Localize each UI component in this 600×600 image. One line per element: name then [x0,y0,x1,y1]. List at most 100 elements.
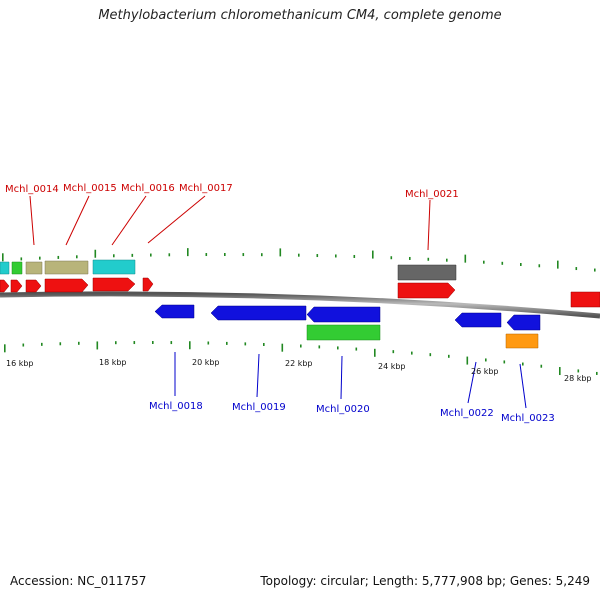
gene-blue-0020a[interactable] [306,306,381,323]
tick-bottom [355,347,358,351]
gene-red-3[interactable] [44,278,89,293]
tick-top [575,267,578,271]
tick-bottom [207,341,210,345]
tick-top [150,253,152,257]
gene-label-mchl-0015[interactable]: Mchl_0015 [63,183,117,194]
gene-mchl-0022[interactable] [454,312,502,328]
tick-bottom [503,360,506,364]
gene-label-mchl-0014[interactable]: Mchl_0014 [5,184,59,195]
tick-top [538,264,541,268]
tick-bottom [41,342,43,346]
tick-bottom [115,341,117,345]
tick-marks [2,248,598,376]
gene-red-2[interactable] [25,279,42,293]
tick-top [2,253,4,262]
scale-label-26kbp: 26 kbp [471,367,499,376]
gene-red-1[interactable] [10,279,23,293]
gene-label-mchl-0020[interactable]: Mchl_0020 [316,404,370,415]
tick-bottom [540,364,543,368]
tick-bottom [448,354,450,358]
tick-top [464,254,467,263]
gene-mchl-0023[interactable] [505,333,539,349]
gene-mchl-0015[interactable] [44,260,89,275]
map-title: Methylobacterium chloromethanicum CM4, c… [98,8,502,23]
gene-mchl-0019[interactable] [210,305,307,321]
gene-mchl-0020[interactable] [306,324,381,341]
gene-mchl-0021[interactable] [397,264,457,281]
label-leaders [29,195,527,409]
tick-bottom [596,371,598,375]
tick-bottom [263,342,265,346]
tick-top [409,256,411,260]
tick-bottom [59,342,62,346]
tick-top [372,250,374,259]
tick-bottom [189,341,191,350]
tick-bottom [78,341,80,345]
tick-top [335,254,337,258]
tick-top [279,248,282,257]
accession-text: Accession: NC_011757 [10,574,147,588]
tick-bottom [577,369,580,373]
gene-red-5[interactable] [397,282,456,299]
scale-label-24kbp: 24 kbp [378,362,406,371]
gene-label-mchl-0017[interactable]: Mchl_0017 [179,183,233,194]
tick-bottom [429,353,432,357]
scale-label-28kbp: 28 kbp [564,374,592,383]
tick-top [242,253,245,257]
tick-bottom [466,356,469,365]
tick-bottom [96,341,99,350]
tick-bottom [411,351,413,355]
tick-top [168,253,171,257]
tick-top [76,255,78,259]
tick-top [131,253,134,257]
gene-green-0[interactable] [11,261,23,275]
tick-top [224,253,226,257]
gene-mchl-0014[interactable] [25,261,43,275]
tick-bottom [337,346,339,350]
topology-text: Topology: circular; Length: 5,777,908 bp… [260,574,590,588]
gene-label-mchl-0016[interactable]: Mchl_0016 [121,183,175,194]
scale-label-18kbp: 18 kbp [99,358,127,367]
tick-bottom [318,345,321,349]
tick-bottom [22,343,25,347]
gene-mchl-0017[interactable] [142,277,154,292]
tick-top [316,254,319,258]
tick-top [94,249,97,258]
tick-top [483,260,485,264]
gene-mchl-0018[interactable] [154,304,195,319]
scale-label-20kbp: 20 kbp [192,358,220,367]
tick-bottom [244,342,247,346]
gene-track [0,259,600,349]
tick-bottom [226,341,228,345]
gene-cyan-0[interactable] [0,261,10,275]
genome-backbone [0,291,600,319]
tick-top [427,257,430,261]
tick-top [446,258,448,262]
gene-label-mchl-0023[interactable]: Mchl_0023 [501,413,555,424]
tick-top [520,263,522,266]
tick-top [390,256,393,260]
gene-label-mchl-0019[interactable]: Mchl_0019 [232,402,286,413]
tick-top [113,254,115,258]
tick-bottom [374,348,376,357]
scale-label-22kbp: 22 kbp [285,359,313,368]
tick-top [557,260,559,269]
gene-mchl-0016[interactable] [92,259,136,275]
tick-top [501,261,504,265]
gene-red-6[interactable] [570,291,600,308]
gene-label-mchl-0022[interactable]: Mchl_0022 [440,408,494,419]
tick-top [57,255,60,259]
tick-bottom [152,341,154,345]
tick-bottom [392,350,395,354]
tick-bottom [4,344,6,353]
gene-red-4[interactable] [92,277,136,292]
tick-bottom [281,343,284,352]
gene-mchl-0023-blue[interactable] [506,314,541,331]
gene-label-mchl-0021[interactable]: Mchl_0021 [405,189,459,200]
gene-red-0[interactable] [0,279,10,293]
scale-label-16kbp: 16 kbp [6,359,34,368]
tick-bottom [485,358,487,362]
tick-top [594,268,596,272]
gene-label-mchl-0018[interactable]: Mchl_0018 [149,401,203,412]
